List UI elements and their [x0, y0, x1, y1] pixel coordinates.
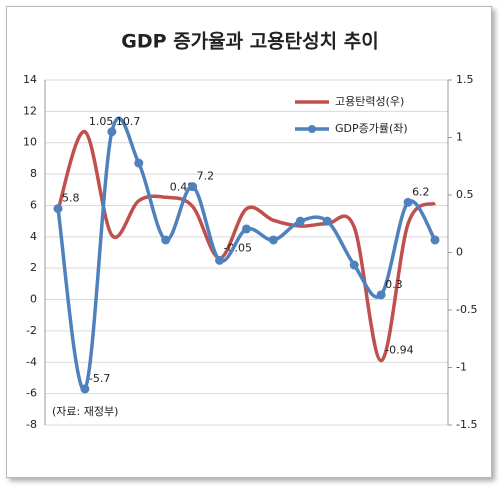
legend-label: GDP증가률(좌)	[335, 122, 408, 135]
point	[161, 235, 171, 245]
y-tick-label: 6	[30, 198, 37, 211]
point	[268, 235, 278, 245]
data-label: 5.8	[62, 192, 80, 205]
y-tick-label: 4	[30, 230, 37, 243]
point	[376, 290, 386, 300]
legend-label: 고용탄력성(우)	[335, 95, 404, 108]
point	[295, 216, 305, 226]
y-tick-label: 8	[30, 167, 37, 180]
y-tick-label: 10	[23, 136, 37, 149]
point	[242, 224, 251, 234]
series-line	[56, 129, 437, 363]
point	[349, 260, 359, 270]
y2-tick-label: 1.5	[456, 73, 474, 86]
y2-tick-label: -1.5	[456, 418, 477, 431]
point	[134, 158, 144, 168]
chart-frame	[6, 6, 492, 478]
point	[403, 197, 413, 207]
data-label: 0.3	[385, 278, 403, 291]
y2-tick-label: 0.5	[456, 188, 474, 201]
data-label: 1.05	[89, 115, 114, 128]
y-tick-label: 2	[30, 261, 37, 274]
y2-tick-label: 1	[456, 131, 463, 144]
y-tick-label: 12	[23, 104, 37, 117]
y-tick-label: -6	[26, 387, 37, 400]
point	[188, 182, 198, 192]
data-label: 6.2	[412, 185, 430, 198]
y2-tick-label: -1	[456, 361, 467, 374]
point	[107, 127, 117, 137]
point	[215, 255, 225, 265]
point	[322, 216, 332, 226]
y2-tick-label: 0	[456, 246, 463, 259]
data-label: -0.94	[385, 344, 413, 357]
y2-tick-label: -0.5	[456, 303, 477, 316]
y-tick-label: -4	[26, 355, 37, 368]
y-tick-label: -2	[26, 324, 37, 337]
data-label: 10.7	[116, 115, 141, 128]
point	[80, 384, 90, 394]
point	[430, 235, 440, 245]
y-tick-label: -8	[26, 418, 37, 431]
y-tick-label: 14	[23, 73, 37, 86]
data-label: 7.2	[197, 170, 215, 183]
legend-marker	[308, 125, 316, 133]
source-note: (자료: 재정부)	[52, 405, 118, 418]
y-tick-label: 0	[30, 293, 37, 306]
data-label: -5.7	[89, 372, 110, 385]
chart-title: GDP 증가율과 고용탄성치 추이	[121, 31, 378, 53]
point	[53, 204, 63, 214]
